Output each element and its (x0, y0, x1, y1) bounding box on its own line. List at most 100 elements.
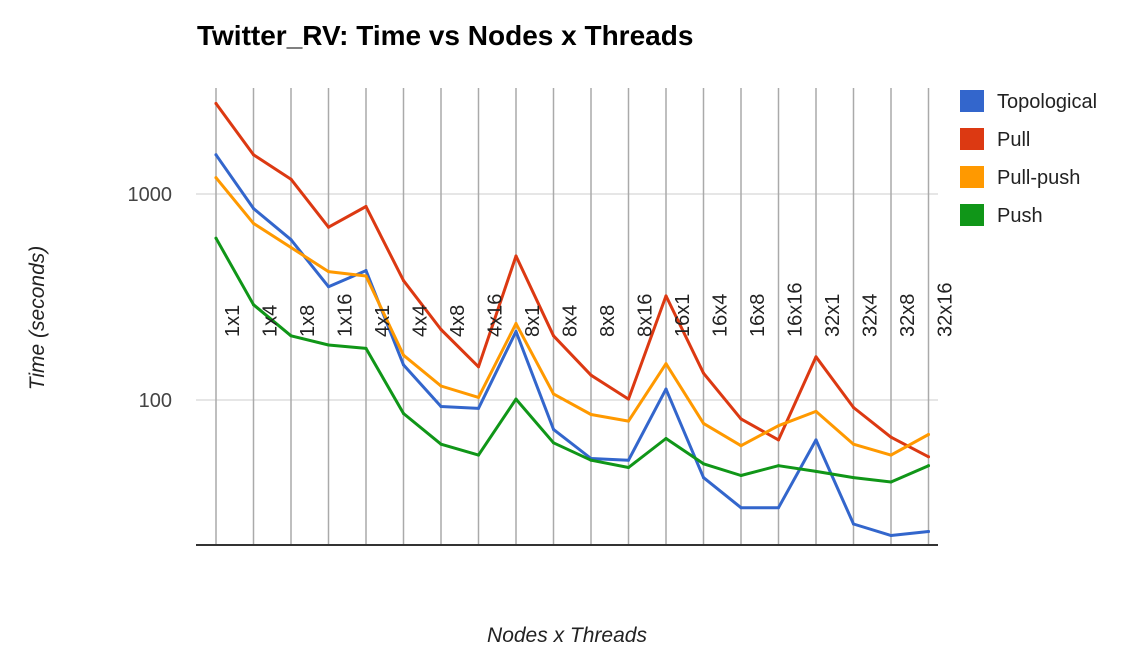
data-point (439, 327, 443, 331)
data-point (252, 207, 255, 211)
data-point (702, 462, 705, 466)
y-tick-labels: 100 1000 (128, 184, 173, 412)
data-point (552, 392, 555, 396)
x-axis-label: Nodes x Threads (487, 624, 647, 647)
data-point (777, 424, 780, 428)
data-point (252, 153, 255, 157)
data-point (289, 245, 293, 249)
data-point (627, 419, 630, 423)
data-point (402, 279, 405, 283)
data-point (589, 458, 593, 462)
data-point (514, 254, 518, 258)
data-point (327, 225, 330, 229)
data-point (364, 346, 368, 350)
data-point (327, 270, 330, 274)
data-point (889, 533, 893, 537)
legend-label-pull: Pull (997, 129, 1030, 151)
legend-swatch-pull-push (960, 166, 984, 188)
data-point (627, 466, 630, 470)
data-point (927, 464, 930, 468)
x-tick-label: 32x1 (822, 294, 844, 337)
x-tick-label: 16x4 (710, 294, 732, 337)
data-point (477, 406, 480, 410)
x-tick-label: 4x1 (372, 305, 394, 337)
legend-label-push: Push (997, 205, 1043, 227)
y-tick-label: 100 (139, 390, 172, 412)
data-point (214, 153, 218, 157)
legend-swatch-push (960, 204, 984, 226)
data-point (439, 384, 443, 388)
data-point (852, 442, 855, 446)
data-point (777, 464, 780, 468)
data-point (289, 177, 293, 181)
series-line-pull-push (214, 176, 930, 457)
series-line-topological (214, 153, 930, 537)
data-point (927, 529, 930, 533)
data-point (739, 444, 743, 448)
data-point (664, 387, 668, 391)
data-point (402, 363, 405, 367)
data-point (739, 417, 743, 421)
data-point (477, 453, 480, 457)
x-tick-label: 32x4 (860, 294, 882, 337)
x-tick-label: 1x16 (335, 294, 357, 337)
data-point (627, 458, 630, 462)
data-point (439, 442, 443, 446)
legend-swatch-topological (960, 90, 984, 112)
x-tick-label: 4x8 (447, 305, 469, 337)
data-point (552, 334, 555, 338)
legend-label-pull-push: Pull-push (997, 167, 1080, 189)
data-point (214, 101, 218, 105)
x-tick-label: 16x1 (672, 294, 694, 337)
legend-swatch-pull (960, 128, 984, 150)
data-point (739, 474, 743, 478)
data-point (702, 476, 705, 480)
data-point (327, 285, 330, 289)
data-point (552, 441, 555, 445)
data-point (627, 397, 630, 401)
data-point (214, 176, 218, 180)
data-point (289, 334, 293, 338)
data-point (664, 294, 668, 298)
data-point (289, 238, 293, 242)
data-point (327, 343, 330, 347)
data-point (664, 362, 668, 366)
data-point (514, 322, 518, 326)
x-tick-labels: 1x1 1x4 1x8 1x16 4x1 4x4 4x8 4x16 8x1 8x4 8x8 8x16 1… (222, 283, 957, 338)
x-tick-label: 8x8 (597, 305, 619, 337)
data-point (927, 455, 930, 459)
data-point (364, 274, 368, 278)
data-point (889, 480, 893, 484)
data-point (364, 269, 368, 273)
data-point (739, 506, 743, 510)
x-tick-label: 8x1 (522, 305, 544, 337)
data-point (252, 221, 255, 225)
data-point (814, 355, 818, 359)
series-line-push (214, 236, 930, 484)
x-tick-label: 16x8 (747, 294, 769, 337)
data-point (364, 204, 368, 208)
data-point (664, 437, 668, 441)
data-point (252, 303, 255, 307)
data-point (814, 469, 818, 473)
x-tick-label: 16x16 (785, 283, 807, 338)
data-point (214, 236, 218, 240)
data-point (702, 421, 705, 425)
data-point (852, 405, 855, 409)
data-point (477, 395, 480, 399)
data-point (852, 476, 855, 480)
data-point (777, 438, 780, 442)
data-point (814, 438, 818, 442)
x-tick-label: 8x4 (560, 305, 582, 337)
x-tick-label: 1x4 (260, 305, 282, 337)
x-tick-label: 4x16 (485, 294, 507, 337)
data-point (514, 397, 518, 401)
legend: Topological Pull Pull-push Push (960, 90, 1097, 227)
data-point (927, 433, 930, 437)
data-point (402, 353, 405, 357)
series-line-pull (214, 102, 930, 459)
data-point (514, 330, 518, 334)
y-axis-label: Time (seconds) (26, 246, 49, 391)
x-tick-label: 32x16 (935, 283, 957, 338)
